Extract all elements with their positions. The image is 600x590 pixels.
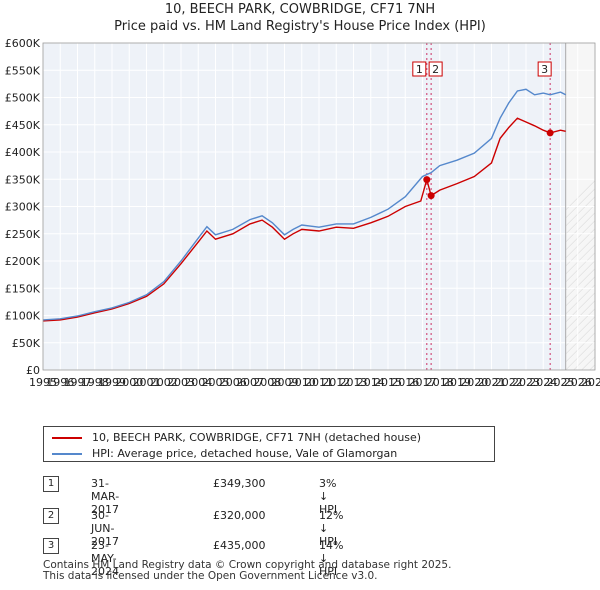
y-tick-label: £250K xyxy=(5,228,41,241)
sale-point xyxy=(427,192,435,200)
x-tick-label: 2015 xyxy=(374,376,402,389)
legend: 10, BEECH PARK, COWBRIDGE, CF71 7NH (det… xyxy=(43,426,495,462)
red-line-swatch xyxy=(52,436,82,439)
x-tick-label: 2006 xyxy=(219,376,247,389)
transaction-price: £320,000 xyxy=(213,509,266,522)
legend-label-hpi: HPI: Average price, detached house, Vale… xyxy=(92,447,398,460)
y-tick-label: £100K xyxy=(5,310,41,323)
property-price-line xyxy=(43,117,566,322)
transaction-price: £435,000 xyxy=(213,539,266,552)
marker-label: 2 xyxy=(432,63,439,76)
footer-line-copyright: Contains HM Land Registry data © Crown c… xyxy=(43,559,452,571)
x-tick-label: 1997 xyxy=(64,376,92,389)
x-tick-label: 2027 xyxy=(581,376,600,389)
marker-label-box xyxy=(412,61,427,77)
footer-line-licence: This data is licensed under the Open Gov… xyxy=(43,570,378,582)
y-tick-label: £600K xyxy=(5,37,41,50)
marker-label-box xyxy=(428,61,443,77)
y-tick-label: £150K xyxy=(5,282,41,295)
sale-point xyxy=(546,129,554,137)
x-tick-label: 2004 xyxy=(184,376,212,389)
plot-frame xyxy=(42,42,596,371)
y-tick-label: £500K xyxy=(5,92,41,105)
x-tick-label: 2005 xyxy=(202,376,230,389)
x-tick-label: 2017 xyxy=(409,376,437,389)
x-tick-label: 2002 xyxy=(150,376,178,389)
x-tick-label: 2014 xyxy=(357,376,385,389)
x-tick-label: 2019 xyxy=(443,376,471,389)
x-tick-label: 2025 xyxy=(547,376,575,389)
transaction-number-badge: 1 xyxy=(43,476,59,492)
y-tick-label: £0 xyxy=(26,364,40,377)
x-tick-label: 1996 xyxy=(46,376,74,389)
legend-label-property: 10, BEECH PARK, COWBRIDGE, CF71 7NH (det… xyxy=(92,431,422,444)
x-tick-label: 2008 xyxy=(253,376,281,389)
x-tick-label: 2000 xyxy=(115,376,143,389)
footer-attribution: Contains HM Land Registry data © Crown c… xyxy=(43,560,451,582)
marker-label: 3 xyxy=(541,63,548,76)
transaction-hpi-diff: 14% ↓ HPI xyxy=(319,539,344,578)
sale-point xyxy=(423,176,431,184)
x-tick-label: 1998 xyxy=(81,376,109,389)
x-tick-label: 2010 xyxy=(288,376,316,389)
y-tick-label: £50K xyxy=(12,337,41,350)
x-tick-label: 2026 xyxy=(564,376,592,389)
transaction-hpi-diff: 3% ↓ HPI xyxy=(319,477,338,516)
x-tick-label: 2001 xyxy=(133,376,161,389)
hpi-line xyxy=(43,88,567,321)
blue-line-swatch xyxy=(52,452,82,455)
x-tick-label: 2007 xyxy=(236,376,264,389)
y-tick-label: £400K xyxy=(5,146,41,159)
x-tick-label: 2003 xyxy=(167,376,195,389)
transaction-price: £349,300 xyxy=(213,477,266,490)
x-tick-label: 2018 xyxy=(426,376,454,389)
legend-item-hpi: HPI: Average price, detached house, Vale… xyxy=(52,447,397,460)
y-tick-label: £550K xyxy=(5,64,41,77)
transaction-number-badge: 2 xyxy=(43,508,59,524)
marker-label: 1 xyxy=(416,63,423,76)
x-tick-label: 2012 xyxy=(322,376,350,389)
chart-subtitle: Price paid vs. HM Land Registry's House … xyxy=(114,19,486,34)
chart-title: 10, BEECH PARK, COWBRIDGE, CF71 7NH xyxy=(165,2,435,17)
x-tick-label: 2020 xyxy=(460,376,488,389)
x-tick-label: 2022 xyxy=(495,376,523,389)
x-tick-label: 2023 xyxy=(512,376,540,389)
transaction-date: 23-MAY-2024 xyxy=(91,539,119,578)
transaction-hpi-diff: 12% ↓ HPI xyxy=(319,509,344,548)
marker-label-box xyxy=(537,61,552,77)
x-tick-label: 1995 xyxy=(29,376,57,389)
y-tick-label: £350K xyxy=(5,173,41,186)
transaction-number-badge: 3 xyxy=(43,538,59,554)
transaction-date: 31-MAR-2017 xyxy=(91,477,120,516)
x-tick-label: 2011 xyxy=(305,376,333,389)
y-tick-label: £300K xyxy=(5,201,41,214)
x-tick-label: 1999 xyxy=(98,376,126,389)
price-chart: 10, BEECH PARK, COWBRIDGE, CF71 7NH Pric… xyxy=(5,2,600,389)
legend-item-property: 10, BEECH PARK, COWBRIDGE, CF71 7NH (det… xyxy=(52,431,421,444)
x-tick-label: 2024 xyxy=(529,376,557,389)
transaction-date: 30-JUN-2017 xyxy=(91,509,119,548)
y-tick-label: £200K xyxy=(5,255,41,268)
x-tick-label: 2016 xyxy=(391,376,419,389)
x-tick-label: 2021 xyxy=(478,376,506,389)
x-tick-label: 2009 xyxy=(271,376,299,389)
x-tick-label: 2013 xyxy=(340,376,368,389)
y-tick-label: £450K xyxy=(5,119,41,132)
